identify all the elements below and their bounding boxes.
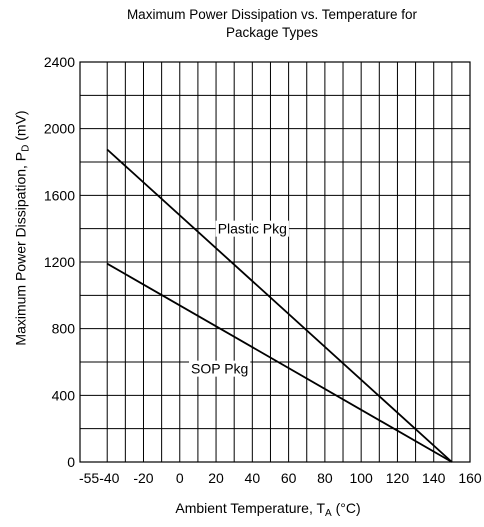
tick-labels: 0 400 800 1200 1600 2000 2400 -55 -40 -20 0 20 40 60 8… — [44, 54, 482, 486]
x-tick-label: 20 — [208, 470, 224, 486]
y-axis-label-unit: (mV) — [12, 110, 29, 145]
x-tick-label: -40 — [99, 470, 119, 486]
series-line-sop-pkg — [106, 262, 453, 463]
x-tick-label: 0 — [176, 470, 184, 486]
chart-title-line-2: Package Types — [225, 25, 319, 40]
y-tick-label: 1200 — [44, 254, 75, 270]
grid — [79, 61, 471, 463]
plot-frame — [79, 61, 471, 463]
chart-title-line-1: Maximum Power Dissipation vs. Temperatur… — [126, 7, 418, 22]
x-axis-label-unit: (°C) — [331, 500, 361, 516]
series-label-background — [215, 220, 289, 237]
series-label-background — [189, 360, 251, 377]
x-tick-label: -20 — [133, 470, 153, 486]
x-tick-label: 120 — [386, 470, 410, 486]
y-axis-label-subscript: D — [20, 144, 32, 152]
x-axis-label: Ambient Temperature, TA (°C) — [110, 500, 426, 519]
series-lines — [106, 148, 453, 463]
y-tick-label: 1600 — [44, 187, 75, 203]
y-tick-label: 800 — [52, 321, 76, 337]
x-tick-label: 160 — [458, 470, 482, 486]
x-tick-label: 40 — [245, 470, 261, 486]
x-tick-label: 80 — [317, 470, 333, 486]
x-tick-label: 100 — [349, 470, 373, 486]
y-axis-label-main: Maximum Power Dissipation, P — [12, 151, 29, 346]
y-tick-label: 400 — [52, 387, 76, 403]
x-tick-label: 140 — [422, 470, 446, 486]
x-tick-label: 60 — [281, 470, 297, 486]
y-tick-label: 2000 — [44, 121, 75, 137]
x-tick-label: -55 — [79, 470, 99, 486]
series-label: Plastic Pkg — [218, 221, 287, 237]
series-labels: Plastic Pkg SOP Pkg — [189, 220, 289, 377]
x-axis-label-main: Ambient Temperature, T — [175, 500, 326, 516]
series-line-plastic-pkg — [106, 148, 453, 463]
series-label: SOP Pkg — [191, 361, 248, 377]
y-tick-label: 2400 — [44, 54, 75, 70]
x-axis-label-subscript: A — [325, 508, 332, 519]
y-tick-label: 0 — [67, 454, 75, 470]
